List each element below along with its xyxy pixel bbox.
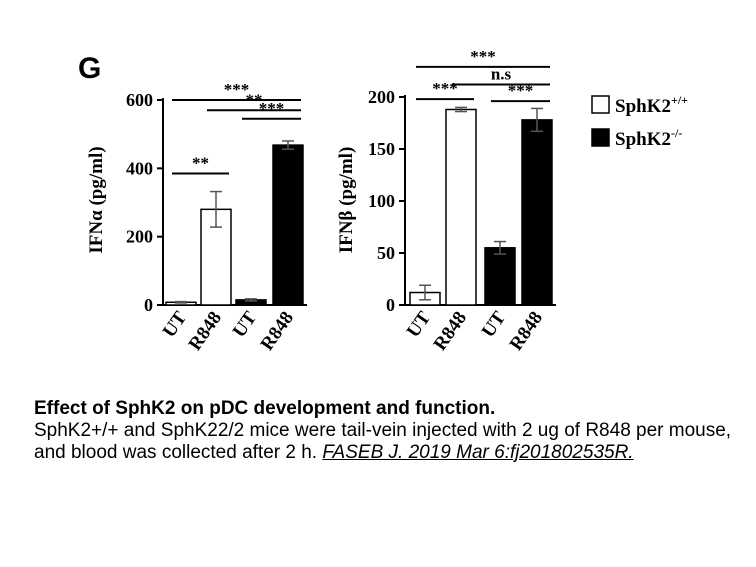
significance-label: ** — [192, 153, 209, 172]
figure-caption: Effect of SphK2 on pDC development and f… — [34, 398, 744, 464]
bar — [272, 144, 304, 306]
caption-citation-link[interactable]: FASEB J. 2019 Mar 6:fj201802535R. — [322, 442, 634, 463]
x-category-label: R848 — [430, 308, 471, 355]
x-category-label: UT — [159, 308, 192, 342]
legend-label-knockout: SphK2-/- — [615, 126, 682, 150]
y-tick-label: 600 — [126, 90, 153, 110]
legend-swatch-knockout — [591, 128, 610, 147]
significance-label: *** — [224, 80, 250, 99]
y-tick-label: 400 — [126, 158, 153, 178]
caption-title: Effect of SphK2 on pDC development and f… — [34, 398, 496, 419]
legend: SphK2+/+ SphK2-/- — [591, 93, 688, 150]
significance-label: *** — [259, 99, 285, 118]
panel-letter: G — [78, 52, 101, 85]
significance-label: n.s — [491, 65, 512, 84]
legend-swatch-wildtype — [591, 95, 610, 114]
y-tick-label: 0 — [386, 295, 395, 315]
y-tick-label: 0 — [144, 295, 153, 315]
legend-label-wildtype: SphK2+/+ — [615, 93, 688, 117]
y-tick-label: 50 — [377, 243, 395, 263]
y-tick-label: 200 — [368, 87, 395, 107]
bar — [521, 119, 553, 306]
y-tick-label: 150 — [368, 139, 395, 159]
y-tick-label: 100 — [368, 191, 395, 211]
x-category-label: R848 — [506, 308, 547, 355]
caption-body: SphK2+/+ and SphK22/2 mice were tail-vei… — [34, 420, 732, 463]
x-category-label: UT — [403, 308, 436, 342]
significance-label: *** — [508, 81, 534, 100]
bar — [484, 247, 516, 306]
significance-label: *** — [432, 79, 458, 98]
bar — [445, 108, 477, 306]
x-category-label: R848 — [257, 308, 298, 355]
x-category-label: UT — [229, 308, 262, 342]
x-category-label: UT — [478, 308, 511, 342]
y-axis-label: IFNα (pg/ml) — [86, 146, 107, 253]
y-tick-label: 200 — [126, 227, 153, 247]
x-category-label: R848 — [185, 308, 226, 355]
y-axis-label: IFNβ (pg/ml) — [336, 147, 357, 254]
significance-label: *** — [470, 47, 496, 66]
